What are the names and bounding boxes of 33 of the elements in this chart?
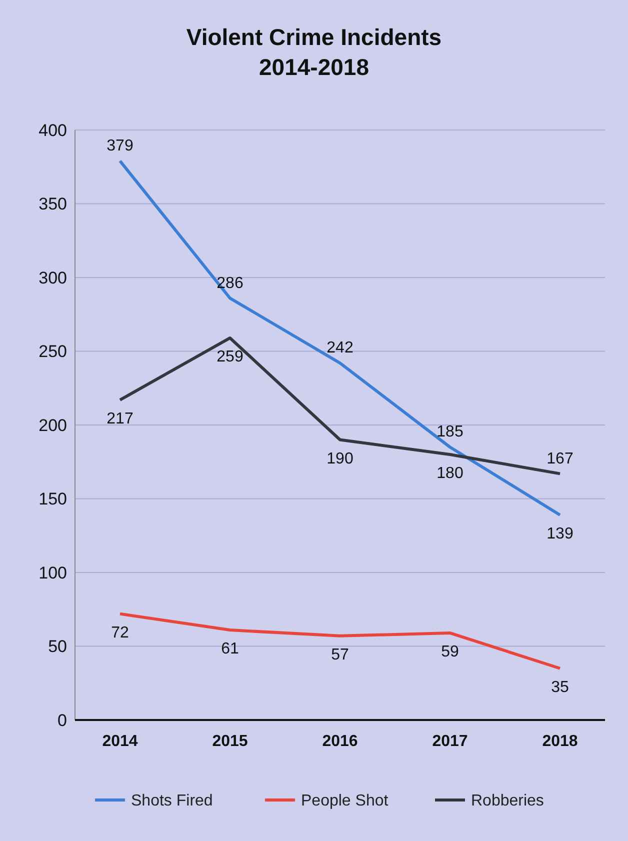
data-label: 35 xyxy=(551,678,569,696)
data-label: 61 xyxy=(221,640,239,658)
y-tick-label: 150 xyxy=(38,490,67,509)
x-tick-label: 2015 xyxy=(212,733,248,750)
data-label: 72 xyxy=(111,624,129,642)
data-label: 180 xyxy=(436,465,464,482)
data-label: 379 xyxy=(106,138,134,155)
y-tick-label: 100 xyxy=(38,563,67,582)
chart-title: Violent Crime Incidents xyxy=(186,24,442,50)
x-tick-label: 2014 xyxy=(102,733,138,750)
legend-label: Shots Fired xyxy=(131,792,213,810)
data-label: 185 xyxy=(436,424,464,441)
y-tick-label: 300 xyxy=(38,268,67,288)
legend-label: People Shot xyxy=(301,792,389,810)
x-tick-label: 2018 xyxy=(542,733,578,750)
y-tick-label: 200 xyxy=(38,416,67,435)
x-tick-label: 2017 xyxy=(432,733,468,750)
y-tick-label: 350 xyxy=(38,194,67,214)
legend-label: Robberies xyxy=(471,792,544,810)
data-label: 139 xyxy=(546,526,574,543)
y-tick-label: 400 xyxy=(38,120,67,140)
data-label: 167 xyxy=(546,450,574,468)
x-tick-label: 2016 xyxy=(322,733,358,750)
data-label: 259 xyxy=(216,348,244,366)
data-label: 59 xyxy=(441,644,459,661)
y-tick-label: 0 xyxy=(58,710,67,730)
chart-subtitle: 2014-2018 xyxy=(259,54,370,80)
data-label: 217 xyxy=(106,410,134,428)
data-label: 190 xyxy=(326,450,354,468)
data-label: 242 xyxy=(326,340,354,357)
y-tick-label: 50 xyxy=(48,637,67,656)
data-label: 57 xyxy=(331,646,349,664)
y-tick-label: 250 xyxy=(38,342,67,362)
